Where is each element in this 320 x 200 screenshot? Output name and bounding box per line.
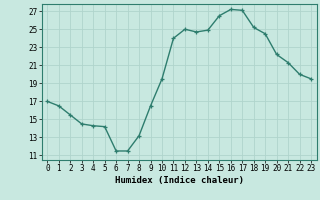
X-axis label: Humidex (Indice chaleur): Humidex (Indice chaleur) [115,176,244,185]
